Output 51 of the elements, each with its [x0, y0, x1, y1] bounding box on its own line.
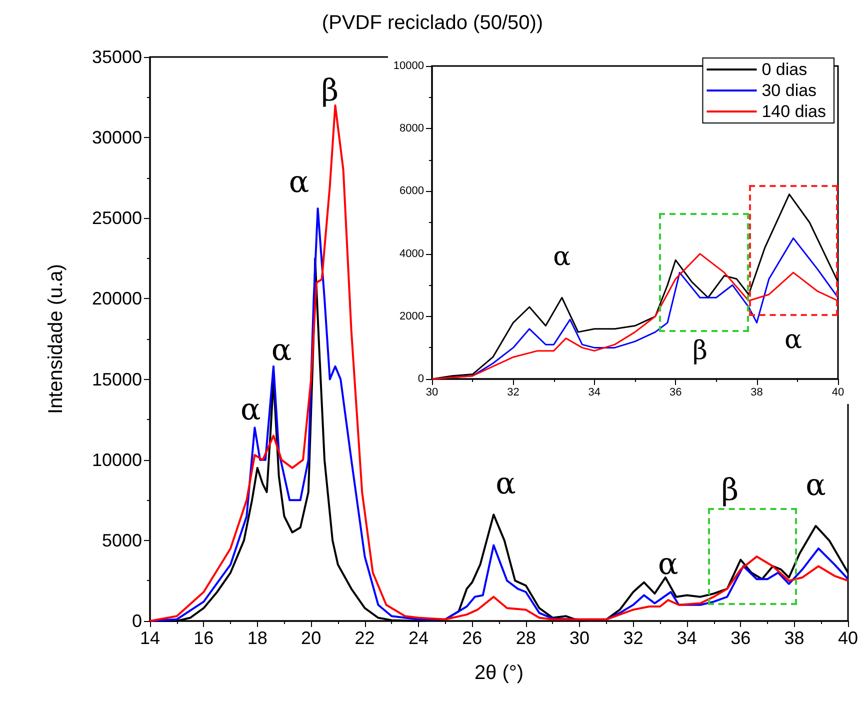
annotation: α	[784, 324, 802, 355]
y-tick-label: 0	[132, 611, 142, 631]
chart-title: (PVDF reciclado (50/50))	[322, 12, 544, 34]
annotation: β	[692, 336, 708, 366]
x-tick-label: 32	[623, 628, 644, 648]
y-tick-label: 30000	[92, 128, 142, 148]
y-tick-label: 8000	[400, 122, 424, 135]
y-tick-label: 5000	[102, 530, 142, 550]
x-tick-label: 40	[832, 386, 844, 398]
annotation: α	[496, 466, 516, 502]
x-tick-label: 34	[588, 386, 601, 398]
y-tick-label: 4000	[400, 248, 424, 260]
x-tick-label: 24	[408, 628, 428, 648]
legend-label: 140 dias	[762, 102, 826, 121]
y-tick-label: 0	[418, 373, 424, 385]
legend-label: 0 dias	[762, 60, 808, 79]
annotation: β	[321, 73, 339, 108]
annotation: α	[271, 332, 292, 368]
x-tick-label: 34	[676, 628, 697, 648]
y-tick-label: 20000	[92, 288, 142, 309]
annotation: α	[658, 547, 678, 582]
x-tick-label: 40	[838, 628, 858, 648]
x-tick-label: 38	[784, 628, 804, 648]
annotation: α	[553, 242, 571, 272]
x-tick-label: 20	[301, 628, 322, 648]
x-tick-label: 36	[730, 628, 751, 648]
x-tick-label: 18	[247, 628, 268, 648]
x-tick-label: 36	[669, 386, 682, 398]
x-tick-label: 28	[516, 628, 536, 648]
x-axis-title: 2θ (°)	[474, 662, 524, 684]
y-tick-label: 25000	[92, 208, 142, 228]
y-axis-title: Intensidade (u.a)	[45, 264, 67, 414]
x-tick-label: 38	[750, 386, 763, 398]
y-tick-label: 10000	[92, 450, 142, 470]
annotation: α	[806, 468, 826, 504]
x-tick-label: 30	[426, 386, 438, 398]
legend-label: 30 dias	[762, 81, 817, 100]
x-tick-label: 16	[194, 628, 214, 648]
x-tick-label: 14	[140, 628, 160, 648]
annotation: α	[288, 165, 310, 200]
x-tick-label: 26	[462, 628, 482, 648]
x-tick-label: 30	[570, 628, 590, 648]
y-tick-label: 15000	[92, 369, 142, 390]
y-tick-label: 10000	[393, 60, 424, 72]
y-tick-label: 2000	[400, 310, 424, 322]
annotation: β	[721, 472, 739, 508]
x-tick-label: 32	[507, 386, 520, 398]
annotation: α	[240, 392, 261, 428]
y-tick-label: 35000	[92, 47, 142, 67]
x-tick-label: 22	[354, 628, 375, 648]
y-tick-label: 6000	[400, 185, 424, 198]
